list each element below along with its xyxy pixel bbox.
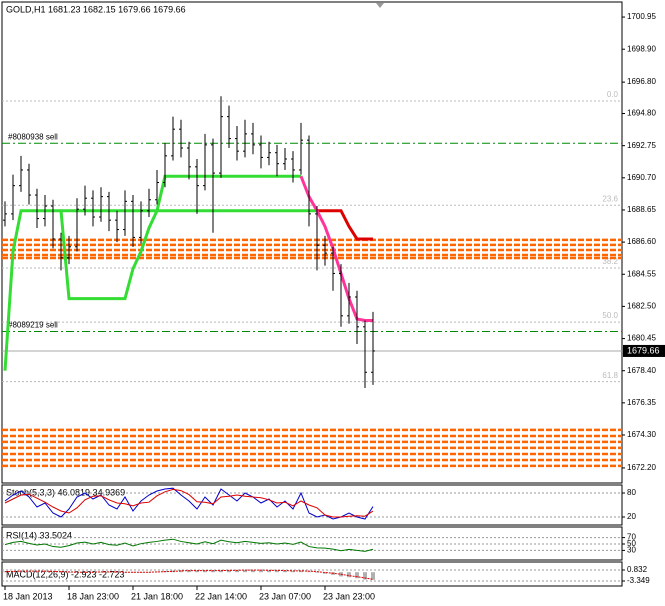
- macd-bar: [211, 570, 215, 573]
- indicator-line: [59, 174, 301, 301]
- macd-bar: [363, 572, 367, 580]
- macd-bar: [307, 571, 311, 573]
- y-tick-label: 1674.30: [627, 430, 656, 439]
- macd-bar: [275, 570, 279, 573]
- order-label: #8089219 sell: [8, 321, 58, 330]
- stoch-title: Stoch(5,3,3) 46.0819 34.9369: [6, 487, 125, 497]
- macd-bar: [251, 570, 255, 573]
- y-tick-label: 1696.80: [627, 77, 656, 86]
- order-label: #8080938 sell: [8, 132, 58, 141]
- y-tick-label: 70: [627, 533, 636, 542]
- chart-title: GOLD,H1 1681.23 1682.15 1679.66 1679.66: [6, 4, 186, 14]
- y-tick-label: 0.832: [627, 565, 648, 574]
- macd-bar: [43, 571, 47, 573]
- signal-line: [4, 569, 374, 580]
- macd-bar: [51, 571, 55, 573]
- indicator-line: [299, 175, 373, 323]
- oscillator-line: [4, 538, 374, 552]
- macd-title: MACD(12,26,9) -2.923 -2.723: [6, 569, 125, 579]
- x-tick-label: 18 Jan 23:00: [67, 591, 119, 601]
- macd-bar: [155, 571, 159, 573]
- fibo-label: 23.6: [602, 194, 618, 203]
- y-tick-label: 80: [627, 488, 636, 497]
- macd-bar: [291, 571, 295, 573]
- macd-bar: [107, 571, 111, 573]
- fibo-label: 50.0: [602, 311, 618, 320]
- macd-bar: [227, 570, 231, 573]
- y-tick-label: 20: [627, 512, 636, 521]
- y-tick-label: 30: [627, 546, 636, 555]
- fibo-label: 38.2: [602, 257, 618, 266]
- price-label-box: [623, 344, 665, 357]
- macd-bar: [67, 572, 71, 573]
- macd-bar: [195, 570, 199, 573]
- y-tick-label: 1672.20: [627, 463, 656, 472]
- macd-bar: [267, 570, 271, 573]
- oscillator-line: [4, 487, 374, 520]
- y-tick-label: 1690.70: [627, 173, 656, 182]
- rsi-title: RSI(14) 33.5024: [6, 530, 72, 540]
- macd-bar: [203, 570, 207, 573]
- y-tick-label: 1688.65: [627, 205, 656, 214]
- y-tick-label: 1678.40: [627, 366, 656, 375]
- indicator-line: [317, 209, 373, 241]
- x-tick-label: 21 Jan 18:00: [131, 591, 183, 601]
- macd-bar: [235, 570, 239, 573]
- x-tick-label: 18 Jan 2013: [3, 591, 53, 601]
- y-tick-label: -3.349: [627, 576, 650, 585]
- shift-marker: [376, 3, 384, 8]
- macd-bar: [59, 572, 63, 573]
- macd-bar: [131, 572, 135, 573]
- x-tick-label: 23 Jan 23:00: [323, 591, 375, 601]
- macd-bar: [219, 570, 223, 573]
- indicator-line: [3, 209, 317, 371]
- macd-bar: [347, 572, 351, 578]
- y-tick-label: 50: [627, 539, 636, 548]
- macd-bar: [283, 570, 287, 573]
- x-tick-label: 23 Jan 07:00: [259, 591, 311, 601]
- y-tick-label: 1700.95: [627, 12, 656, 21]
- oscillator-line: [4, 488, 374, 518]
- macd-bar: [83, 572, 87, 573]
- macd-bar: [355, 572, 359, 579]
- macd-bar: [299, 570, 303, 573]
- x-tick-label: 22 Jan 14:00: [195, 591, 247, 601]
- macd-panel: [1, 561, 623, 587]
- y-tick-label: 1680.45: [627, 334, 656, 343]
- macd-bar: [259, 570, 263, 573]
- macd-bar: [35, 571, 39, 573]
- macd-bar: [187, 570, 191, 573]
- fibo-label: 0.0: [607, 90, 619, 99]
- price-label: 1679.66: [627, 345, 660, 355]
- macd-bar: [3, 571, 7, 573]
- fibo-label: 61.8: [602, 371, 618, 380]
- y-tick-label: 1684.55: [627, 269, 656, 278]
- y-tick-label: 1676.35: [627, 398, 656, 407]
- macd-bar: [179, 570, 183, 573]
- stoch-panel: [1, 484, 623, 526]
- y-tick-label: 1698.90: [627, 44, 656, 53]
- macd-bar: [371, 572, 375, 580]
- macd-bar: [323, 572, 327, 574]
- macd-bar: [115, 572, 119, 573]
- macd-bar: [243, 570, 247, 573]
- y-tick-label: 1682.50: [627, 302, 656, 311]
- macd-bar: [315, 572, 319, 573]
- y-tick-label: 1694.80: [627, 109, 656, 118]
- y-tick-label: 1692.75: [627, 141, 656, 150]
- y-tick-label: 1686.60: [627, 237, 656, 246]
